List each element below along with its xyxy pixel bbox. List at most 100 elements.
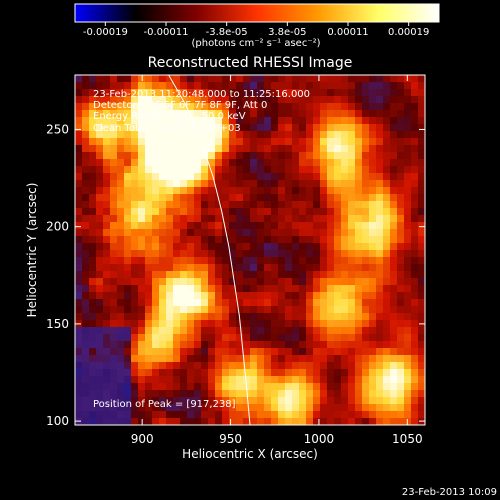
heatmap-cell [362,383,369,390]
heatmap-cell [117,138,124,145]
heatmap-cell [327,341,334,348]
heatmap-cell [145,348,152,355]
heatmap-cell [390,124,397,131]
heatmap-cell [96,397,103,404]
heatmap-cell [362,201,369,208]
heatmap-cell [166,201,173,208]
heatmap-image [75,75,425,425]
heatmap-cell [103,243,110,250]
heatmap-cell [173,418,180,425]
heatmap-cell [390,75,397,82]
heatmap-cell [243,236,250,243]
heatmap-cell [271,215,278,222]
heatmap-cell [341,229,348,236]
heatmap-cell [222,278,229,285]
heatmap-cell [334,341,341,348]
heatmap-cell [152,411,159,418]
heatmap-cell [250,201,257,208]
heatmap-cell [89,320,96,327]
heatmap-cell [117,124,124,131]
heatmap-cell [229,341,236,348]
heatmap-cell [215,89,222,96]
heatmap-cell [299,292,306,299]
heatmap-cell [131,110,138,117]
heatmap-cell [215,110,222,117]
heatmap-cell [124,243,131,250]
x-tick-label: 1000 [304,432,335,446]
heatmap-cell [250,341,257,348]
heatmap-cell [320,145,327,152]
heatmap-cell [75,292,82,299]
heatmap-cell [124,292,131,299]
heatmap-cell [369,397,376,404]
heatmap-cell [131,145,138,152]
heatmap-cell [173,313,180,320]
heatmap-cell [341,187,348,194]
heatmap-cell [320,89,327,96]
heatmap-cell [138,362,145,369]
heatmap-cell [383,187,390,194]
heatmap-cell [159,222,166,229]
heatmap-cell [250,320,257,327]
heatmap-cell [201,362,208,369]
heatmap-cell [152,187,159,194]
heatmap-cell [138,369,145,376]
heatmap-cell [201,341,208,348]
heatmap-cell [159,285,166,292]
heatmap-cell [278,229,285,236]
heatmap-cell [355,166,362,173]
heatmap-cell [96,152,103,159]
heatmap-cell [110,299,117,306]
heatmap-cell [306,383,313,390]
heatmap-cell [236,299,243,306]
heatmap-cell [236,243,243,250]
heatmap-cell [264,166,271,173]
heatmap-cell [418,236,425,243]
heatmap-cell [355,306,362,313]
heatmap-cell [348,110,355,117]
heatmap-cell [166,264,173,271]
heatmap-cell [159,152,166,159]
heatmap-cell [89,117,96,124]
heatmap-cell [264,117,271,124]
heatmap-cell [201,243,208,250]
heatmap-cell [145,355,152,362]
heatmap-cell [75,285,82,292]
heatmap-cell [313,215,320,222]
heatmap-cell [208,194,215,201]
heatmap-cell [124,215,131,222]
heatmap-cell [320,131,327,138]
heatmap-cell [194,383,201,390]
heatmap-cell [411,201,418,208]
heatmap-cell [229,229,236,236]
heatmap-cell [327,96,334,103]
heatmap-cell [306,75,313,82]
heatmap-cell [222,173,229,180]
heatmap-cell [404,236,411,243]
heatmap-cell [299,313,306,320]
heatmap-cell [383,362,390,369]
heatmap-cell [383,236,390,243]
heatmap-cell [159,215,166,222]
heatmap-cell [327,327,334,334]
heatmap-cell [334,306,341,313]
heatmap-cell [229,313,236,320]
heatmap-cell [327,362,334,369]
heatmap-cell [264,208,271,215]
heatmap-cell [285,131,292,138]
heatmap-cell [376,173,383,180]
heatmap-cell [271,404,278,411]
heatmap-cell [278,215,285,222]
heatmap-cell [264,404,271,411]
heatmap-cell [110,201,117,208]
heatmap-cell [159,229,166,236]
heatmap-cell [180,292,187,299]
heatmap-cell [208,138,215,145]
heatmap-cell [180,124,187,131]
heatmap-cell [131,264,138,271]
heatmap-cell [173,117,180,124]
heatmap-cell [166,299,173,306]
heatmap-cell [82,390,89,397]
heatmap-cell [278,138,285,145]
heatmap-cell [369,194,376,201]
